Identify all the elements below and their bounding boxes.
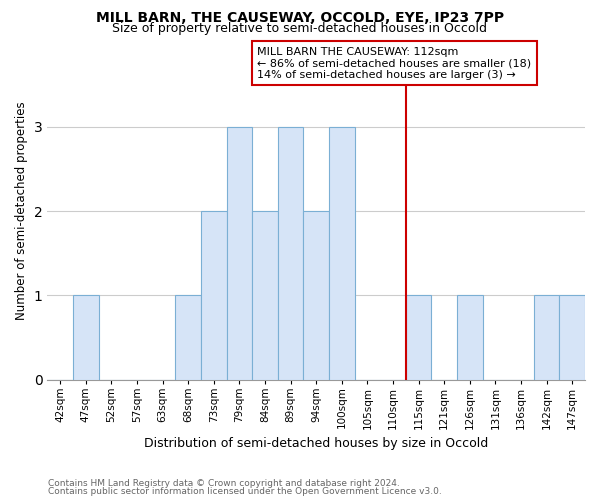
Bar bbox=[278, 127, 304, 380]
Text: MILL BARN, THE CAUSEWAY, OCCOLD, EYE, IP23 7PP: MILL BARN, THE CAUSEWAY, OCCOLD, EYE, IP… bbox=[96, 11, 504, 25]
Bar bbox=[457, 296, 482, 380]
Bar bbox=[559, 296, 585, 380]
Bar bbox=[304, 211, 329, 380]
Text: Contains HM Land Registry data © Crown copyright and database right 2024.: Contains HM Land Registry data © Crown c… bbox=[48, 478, 400, 488]
Bar bbox=[534, 296, 559, 380]
Bar bbox=[252, 211, 278, 380]
Y-axis label: Number of semi-detached properties: Number of semi-detached properties bbox=[15, 102, 28, 320]
Text: MILL BARN THE CAUSEWAY: 112sqm
← 86% of semi-detached houses are smaller (18)
14: MILL BARN THE CAUSEWAY: 112sqm ← 86% of … bbox=[257, 46, 532, 80]
Text: Contains public sector information licensed under the Open Government Licence v3: Contains public sector information licen… bbox=[48, 487, 442, 496]
Bar bbox=[73, 296, 98, 380]
Bar bbox=[329, 127, 355, 380]
Text: Size of property relative to semi-detached houses in Occold: Size of property relative to semi-detach… bbox=[113, 22, 487, 35]
Bar bbox=[406, 296, 431, 380]
Bar bbox=[201, 211, 227, 380]
Bar bbox=[227, 127, 252, 380]
X-axis label: Distribution of semi-detached houses by size in Occold: Distribution of semi-detached houses by … bbox=[144, 437, 488, 450]
Bar bbox=[175, 296, 201, 380]
